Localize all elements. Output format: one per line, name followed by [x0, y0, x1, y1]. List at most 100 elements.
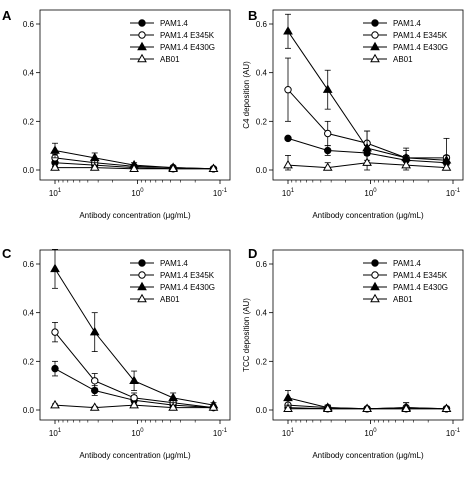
legend-marker — [138, 271, 146, 279]
y-tick-label: 0.4 — [256, 69, 268, 78]
legend-label: PAM1.4 — [160, 259, 188, 268]
x-tick-label: 101 — [49, 428, 62, 438]
data-point — [362, 142, 372, 152]
legend-label: PAM1.4 — [393, 19, 421, 28]
data-point — [89, 152, 100, 162]
data-point — [168, 163, 178, 173]
y-tick-label: 0.4 — [23, 69, 35, 78]
data-point — [324, 129, 332, 138]
data-point — [441, 162, 452, 171]
x-axis-label: Antibody concentration (μg/mL) — [312, 211, 424, 220]
y-tick-label: 0.6 — [256, 260, 268, 269]
data-point — [51, 328, 59, 336]
legend-marker — [370, 281, 380, 291]
data-point — [441, 403, 452, 413]
data-point — [51, 364, 59, 373]
legend: PAM1.4 PAM1.4 E345K PAM1.4 E430G AB01 — [130, 19, 215, 64]
data-point — [362, 157, 372, 166]
data-point — [284, 134, 292, 143]
x-tick-label: 10-1 — [446, 428, 461, 438]
panel-b: B 0.0 0.2 0.4 0.6 101 100 10-1 Antibody concentr… — [242, 8, 464, 220]
legend-label: PAM1.4 E430G — [160, 43, 215, 52]
y-tick-label: 0.6 — [23, 20, 35, 29]
data-point — [283, 26, 293, 35]
plot-frame — [39, 249, 231, 421]
series-ab01 — [283, 403, 452, 413]
legend-label: AB01 — [160, 295, 180, 304]
legend-label: AB01 — [393, 55, 413, 64]
data-point — [401, 159, 411, 169]
series-ab01 — [283, 152, 452, 171]
panel-letter: B — [248, 8, 257, 23]
legend-marker — [371, 31, 379, 39]
data-point — [284, 86, 292, 94]
legend-marker — [371, 259, 379, 267]
legend-marker — [370, 41, 380, 51]
y-axis-label: TCC deposition (AU) — [242, 298, 251, 372]
data-point — [129, 163, 139, 173]
legend-marker — [137, 41, 147, 51]
data-point — [283, 159, 293, 169]
x-tick-label: 100 — [131, 188, 144, 198]
x-tick-label: 100 — [364, 188, 377, 198]
legend-marker — [370, 293, 380, 303]
legend-label: PAM1.4 E430G — [160, 283, 215, 292]
legend-marker — [370, 53, 380, 63]
y-tick-label: 0.4 — [256, 309, 268, 318]
legend-marker — [137, 293, 147, 303]
data-point — [208, 402, 219, 411]
legend-label: PAM1.4 E345K — [393, 31, 448, 40]
data-point — [129, 399, 139, 409]
data-point — [362, 403, 372, 413]
y-tick-label: 0.0 — [256, 166, 268, 175]
legend-marker — [138, 31, 146, 39]
x-axis-label: Antibody concentration (μg/mL) — [312, 451, 424, 460]
y-tick-label: 0.2 — [23, 357, 35, 366]
plot-frame — [272, 249, 464, 421]
panel-letter: D — [248, 246, 257, 261]
x-tick-label: 100 — [364, 428, 377, 438]
legend: PAM1.4 PAM1.4 E345K PAM1.4 E430G AB01 — [363, 19, 448, 64]
legend-label: AB01 — [393, 295, 413, 304]
legend-marker — [371, 19, 379, 27]
data-point — [50, 145, 60, 154]
y-tick-label: 0.0 — [256, 406, 268, 415]
plot-frame — [272, 9, 464, 181]
series-ab01 — [50, 162, 219, 173]
data-point — [89, 402, 100, 411]
y-tick-label: 0.2 — [256, 357, 268, 366]
x-tick-label: 101 — [49, 188, 62, 198]
data-point — [283, 392, 293, 402]
panel-letter: A — [2, 8, 12, 23]
legend-marker — [371, 271, 379, 279]
data-point — [168, 402, 178, 411]
y-tick-label: 0.2 — [256, 117, 268, 126]
legend-marker — [138, 259, 146, 267]
y-tick-label: 0.4 — [23, 309, 35, 318]
data-point — [129, 375, 139, 385]
data-point — [401, 403, 411, 413]
legend: PAM1.4 PAM1.4 E345K PAM1.4 E430G AB01 — [130, 259, 215, 304]
data-point — [322, 403, 333, 413]
legend-label: PAM1.4 — [160, 19, 188, 28]
x-tick-label: 100 — [131, 428, 144, 438]
legend-label: PAM1.4 E345K — [160, 31, 215, 40]
legend-marker — [137, 281, 147, 291]
panel-c: C 0.0 0.2 0.4 0.6 101 100 10-1 Antibody concentr… — [2, 246, 231, 460]
data-point — [208, 163, 219, 173]
data-point — [50, 162, 60, 171]
legend-marker — [137, 53, 147, 63]
x-tick-label: 10-1 — [446, 188, 461, 198]
data-point — [89, 162, 100, 171]
panel-a: A 0.0 0.2 0.4 0.6 101 100 10-1 Antibody concentr… — [2, 8, 231, 220]
x-tick-label: 10-1 — [213, 188, 228, 198]
data-point — [324, 146, 332, 155]
legend-label: PAM1.4 E430G — [393, 43, 448, 52]
legend-label: AB01 — [160, 55, 180, 64]
x-tick-label: 101 — [282, 188, 295, 198]
series-ab01 — [50, 399, 219, 411]
y-axis-label: C4 deposition (AU) — [242, 61, 251, 129]
y-tick-label: 0.2 — [23, 117, 35, 126]
